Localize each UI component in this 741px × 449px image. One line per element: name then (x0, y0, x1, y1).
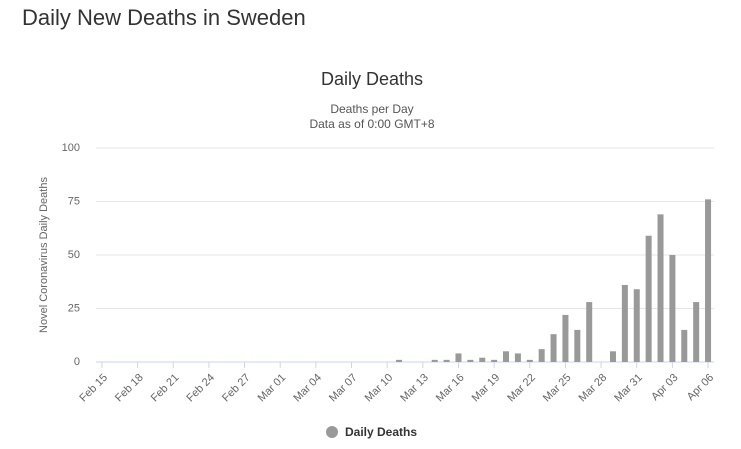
x-tick-label: Feb 15 (77, 372, 110, 405)
legend-label: Daily Deaths (345, 425, 417, 439)
bar (491, 359, 498, 362)
bar (503, 351, 510, 362)
y-tick-label: 75 (68, 195, 80, 207)
y-tick-label: 50 (68, 249, 80, 261)
x-tick-label: Mar 22 (505, 372, 538, 405)
x-tick-label: Apr 03 (649, 372, 680, 403)
x-tick-label: Mar 01 (256, 372, 289, 405)
bar (538, 349, 545, 362)
bar (467, 359, 474, 362)
y-tick-label: 0 (74, 356, 80, 368)
y-axis-label: Novel Coronavirus Daily Deaths (38, 177, 50, 333)
x-tick-label: Feb 18 (113, 372, 146, 405)
bar (705, 199, 712, 362)
bar (693, 302, 700, 362)
bar (574, 329, 581, 362)
bar (479, 357, 486, 362)
x-tick-label: Mar 25 (541, 372, 574, 405)
bar (657, 214, 664, 362)
x-tick-label: Feb 21 (149, 372, 182, 405)
bar (609, 351, 616, 362)
legend-marker (326, 426, 338, 438)
x-tick-label: Mar 04 (291, 372, 324, 405)
x-tick-label: Mar 28 (577, 372, 610, 405)
x-tick-label: Mar 19 (470, 372, 503, 405)
bar (455, 353, 462, 362)
x-tick-label: Mar 31 (612, 372, 645, 405)
x-tick-label: Apr 06 (685, 372, 716, 403)
chart-title: Daily Deaths (321, 69, 423, 89)
bar (526, 359, 533, 362)
bar (633, 289, 640, 362)
y-tick-label: 25 (68, 302, 80, 314)
bar (396, 359, 403, 362)
bar (681, 329, 688, 362)
y-tick-label: 100 (62, 142, 80, 154)
x-tick-label: Mar 16 (434, 372, 467, 405)
x-tick-label: Mar 07 (327, 372, 360, 405)
page-title: Daily New Deaths in Sweden (22, 5, 306, 30)
bar (514, 353, 521, 362)
bar (669, 255, 676, 362)
chart-subtitle: Deaths per Day (330, 102, 413, 116)
chart-subtitle: Data as of 0:00 GMT+8 (309, 117, 434, 131)
bar (443, 359, 450, 362)
x-tick-label: Feb 24 (184, 372, 217, 405)
bar (562, 314, 569, 362)
bar (586, 302, 593, 362)
bar (621, 284, 628, 362)
bar (645, 235, 652, 362)
bar (431, 359, 438, 362)
x-tick-label: Feb 27 (220, 372, 253, 405)
x-tick-label: Mar 10 (363, 372, 396, 405)
x-tick-label: Mar 13 (398, 372, 431, 405)
bar (550, 334, 557, 362)
